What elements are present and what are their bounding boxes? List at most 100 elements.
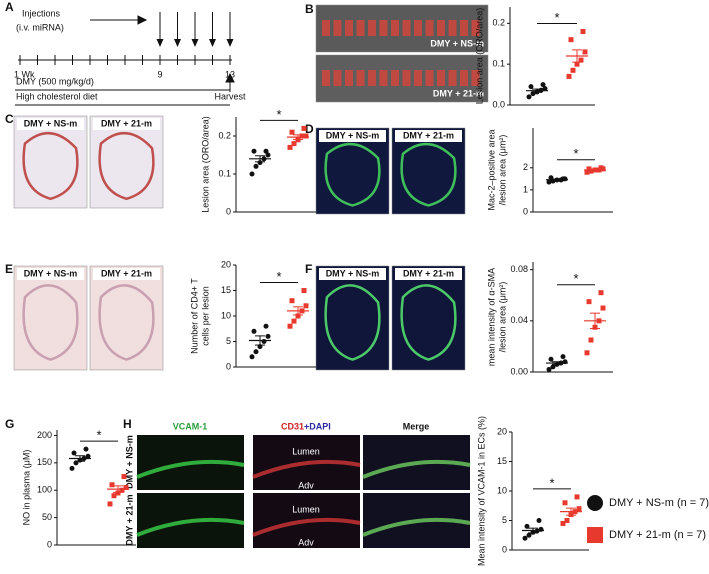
data-point [524, 523, 530, 529]
data-point [265, 333, 271, 339]
lesion-stain [333, 20, 342, 36]
panel-label: C [5, 112, 14, 126]
y-axis-label: Mac-2–positive area [486, 129, 496, 210]
y-axis-label: NO in plasma (μM) [21, 450, 31, 526]
lesion-stain [391, 70, 399, 86]
data-point [251, 328, 257, 334]
lesion-stain [437, 70, 445, 86]
y-tick-label: 0.04 [510, 315, 528, 325]
lesion-stain [448, 20, 457, 36]
y-axis-label: Lesion area (ORO/area) [200, 116, 210, 213]
micrograph-structure [324, 142, 381, 207]
data-point [584, 350, 590, 356]
data-point [121, 474, 127, 480]
y-tick-label: 15 [221, 285, 231, 295]
data-point [289, 298, 295, 304]
lesion-stain [437, 20, 445, 36]
data-point [576, 506, 582, 512]
data-point [291, 141, 297, 147]
image-label: DMY + NS-m [24, 268, 78, 278]
h-region-label: Adv [298, 537, 314, 547]
data-point [566, 73, 572, 79]
panel-label: D [305, 122, 314, 136]
y-tick-label: 0.2 [492, 18, 505, 28]
significance-mark: * [96, 428, 101, 443]
micrograph [89, 265, 164, 371]
data-point [249, 171, 255, 177]
panel-label: B [305, 2, 314, 16]
data-point [578, 57, 584, 63]
micrograph [315, 265, 390, 371]
image-label: DMY + 21-m [101, 268, 152, 278]
h-stain-label: CD31 [281, 421, 304, 431]
micrograph [315, 127, 390, 215]
h-region-label: Adv [298, 480, 314, 490]
y-tick-label: 0.00 [510, 366, 528, 376]
lesion-stain [460, 20, 468, 36]
significance-mark: * [276, 269, 281, 284]
y-tick-label: 0.1 [218, 168, 231, 178]
data-point [107, 501, 113, 507]
data-point [540, 82, 546, 88]
timeline-text: High cholesterol diet [16, 91, 98, 101]
injection-arrowhead [156, 39, 164, 47]
lesion-stain [368, 20, 376, 36]
y-tick-label: 0 [226, 206, 231, 216]
data-point [303, 133, 309, 139]
label-box [395, 130, 462, 142]
data-point [289, 129, 295, 135]
data-point [85, 453, 91, 459]
data-point [568, 37, 574, 43]
lesion-stain [345, 70, 353, 86]
y-axis-label: Number of CD4+ T [189, 278, 199, 354]
h-row-label: DMY + NS-m [124, 435, 134, 489]
legend-marker [587, 495, 603, 511]
panel-label: F [305, 262, 312, 276]
legend-marker [587, 527, 603, 543]
lesion-stain [425, 20, 434, 36]
data-point [109, 482, 115, 488]
timeline-text: 13 [225, 69, 235, 79]
timeline-text: (i.v. miRNA) [16, 22, 64, 32]
micrograph [89, 115, 164, 209]
injection-arrowhead [174, 39, 181, 47]
data-point [303, 303, 309, 309]
panel-label: G [5, 417, 14, 431]
timeline-text: 9 [157, 69, 162, 79]
micrograph-structure [324, 284, 381, 361]
data-point [301, 288, 307, 293]
y-tick-label: 150 [37, 457, 52, 467]
y-tick-label: 5 [502, 515, 507, 525]
y-tick-label: 200 [37, 430, 52, 440]
h-region-label: Lumen [292, 504, 320, 514]
h-vessel-wall [136, 459, 245, 479]
y-tick-label: 10 [497, 485, 507, 495]
y-tick-label: 0 [47, 539, 52, 549]
micrograph [13, 115, 88, 209]
h-vessel-wall [362, 517, 471, 537]
lesion-stain [391, 20, 399, 36]
lesion-stain [402, 20, 411, 36]
data-point [526, 532, 532, 538]
y-tick-label: 20 [497, 426, 507, 436]
data-point [586, 166, 592, 172]
y-tick-label: 0.1 [492, 59, 505, 69]
data-point [263, 323, 269, 329]
y-tick-label: 15 [497, 456, 507, 466]
data-point [119, 487, 125, 493]
legend-label: DMY + 21-m (n = 7) [609, 529, 706, 541]
data-point [580, 29, 586, 34]
data-point [291, 318, 297, 324]
lesion-stain [345, 20, 353, 36]
label-box [17, 268, 84, 280]
lesion-stain [322, 20, 330, 36]
y-tick-label: 50 [42, 512, 52, 522]
data-point [287, 144, 293, 150]
lesion-stain [333, 70, 342, 86]
micrograph [13, 265, 88, 371]
data-point [287, 323, 293, 329]
data-point [584, 169, 590, 175]
y-tick-label: 0 [523, 206, 528, 216]
panel-label: A [5, 0, 14, 14]
